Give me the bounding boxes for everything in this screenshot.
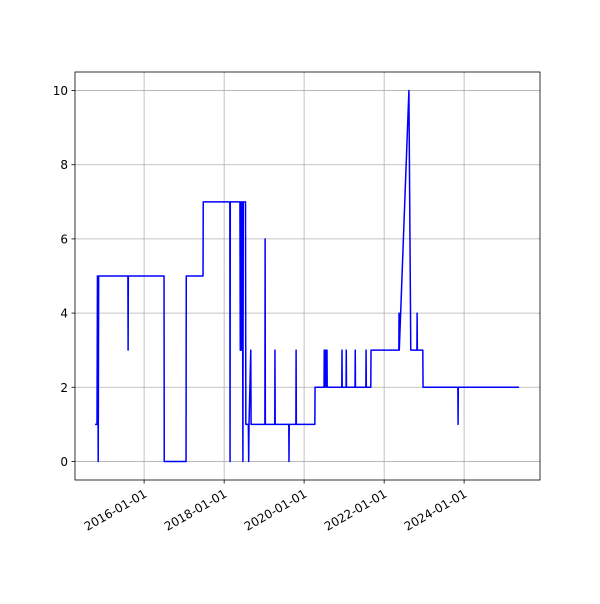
axes-frame <box>74 71 541 481</box>
plot <box>95 89 520 463</box>
y-tick-label: 8 <box>60 158 68 172</box>
y-tick-label: 0 <box>60 455 68 469</box>
grid <box>75 72 540 480</box>
data-line <box>95 89 520 463</box>
y-tick-label: 10 <box>53 84 68 98</box>
y-tick-label: 4 <box>60 307 68 321</box>
y-tick-label: 6 <box>60 232 68 246</box>
y-tick-label: 2 <box>60 381 68 395</box>
